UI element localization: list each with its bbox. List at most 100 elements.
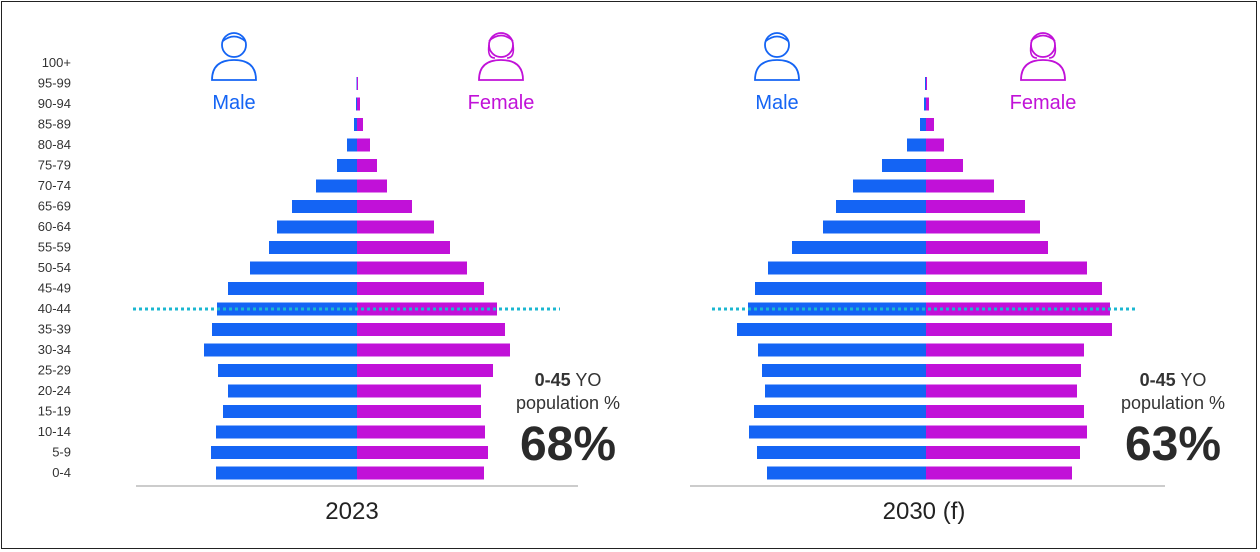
female-bar — [926, 323, 1112, 336]
female-bar — [357, 159, 377, 172]
male-bar — [925, 77, 926, 90]
age-tick-label: 75-79 — [38, 158, 71, 173]
female-bar — [357, 343, 510, 357]
male-bar — [853, 179, 926, 193]
icon-body — [754, 59, 800, 81]
male-bar — [218, 364, 357, 377]
age-tick-label: 10-14 — [38, 424, 71, 439]
panel-year-title: 2030 (f) — [883, 498, 966, 525]
female-bar — [357, 179, 387, 193]
age-tick-label: 100+ — [42, 55, 71, 70]
icon-body — [478, 59, 524, 81]
male-bar — [250, 261, 357, 275]
male-bar — [347, 138, 357, 152]
female-bar — [926, 77, 927, 90]
age-tick-label: 20-24 — [38, 383, 71, 398]
age-tick-label: 95-99 — [38, 76, 71, 91]
male-bar — [754, 405, 926, 418]
female-bar — [926, 343, 1084, 357]
legend-female-label: Female — [1010, 92, 1077, 114]
age-tick-label: 65-69 — [38, 199, 71, 214]
female-bar — [357, 220, 434, 234]
female-bar — [926, 138, 944, 152]
male-bar — [762, 364, 926, 377]
icon-hair — [765, 35, 789, 42]
icon-hair — [1029, 34, 1057, 59]
age-tick-label: 5-9 — [52, 445, 71, 460]
male-bar — [768, 261, 926, 275]
female-bar — [926, 159, 963, 172]
male-bar — [749, 425, 926, 439]
age-tick-label: 90-94 — [38, 96, 71, 111]
male-bar — [924, 97, 926, 111]
male-person-icon — [754, 32, 800, 81]
male-bar — [823, 220, 926, 234]
stat-caption-line2: population % — [516, 393, 620, 413]
male-bar — [228, 282, 357, 295]
female-bar — [357, 241, 450, 254]
female-bar — [926, 425, 1087, 439]
male-bar — [767, 466, 926, 480]
age-tick-label: 50-54 — [38, 260, 71, 275]
icon-head — [221, 32, 247, 58]
male-bar — [748, 302, 926, 316]
icon-body — [1020, 59, 1066, 81]
female-bar — [357, 405, 481, 418]
male-bar — [316, 179, 357, 193]
female-bar — [926, 241, 1048, 254]
female-bar — [357, 261, 467, 275]
male-bar — [223, 405, 357, 418]
age-tick-label: 0-4 — [52, 465, 71, 480]
male-bar — [920, 118, 926, 131]
male-bar — [212, 323, 357, 336]
age-tick-label: 80-84 — [38, 137, 71, 152]
female-bar — [357, 446, 488, 459]
female-bar — [926, 282, 1102, 295]
female-person-icon — [1020, 32, 1066, 81]
icon-head — [1030, 32, 1056, 58]
female-bar — [357, 97, 360, 111]
female-bar — [926, 179, 994, 193]
legend-male-label: Male — [212, 92, 255, 114]
male-bar — [216, 425, 357, 439]
stat-caption-line2: population % — [1121, 393, 1225, 413]
male-bar — [792, 241, 926, 254]
stat-value: 63% — [1125, 418, 1221, 471]
male-bar — [217, 302, 357, 316]
stat-caption-line1: 0-45 YO — [1140, 370, 1207, 390]
icon-body — [211, 59, 257, 81]
male-bar — [737, 323, 926, 336]
age-tick-label: 25-29 — [38, 363, 71, 378]
male-bar — [354, 118, 357, 131]
female-bar — [926, 220, 1040, 234]
male-bar — [907, 138, 926, 152]
male-bar — [755, 282, 926, 295]
female-bar — [357, 466, 484, 480]
female-bar — [926, 405, 1084, 418]
male-bar — [356, 77, 357, 90]
age-tick-label: 85-89 — [38, 117, 71, 132]
stat-caption-bold: 0-45 — [535, 370, 571, 390]
female-bar — [926, 466, 1072, 480]
male-bar — [758, 343, 926, 357]
female-bar — [926, 97, 929, 111]
stat-caption-line1: 0-45 YO — [535, 370, 602, 390]
female-bar — [926, 364, 1081, 377]
icon-head — [764, 32, 790, 58]
female-bar — [357, 425, 485, 439]
male-bar — [277, 220, 357, 234]
male-bar — [765, 384, 926, 398]
age-tick-label: 30-34 — [38, 342, 71, 357]
age-tick-label: 45-49 — [38, 281, 71, 296]
male-bar — [337, 159, 357, 172]
female-bar — [357, 323, 505, 336]
age-tick-label: 40-44 — [38, 301, 71, 316]
male-bar — [356, 97, 357, 111]
panel-year-title: 2023 — [325, 498, 378, 525]
age-tick-label: 55-59 — [38, 240, 71, 255]
female-bar — [357, 118, 363, 131]
female-bar — [926, 118, 934, 131]
female-bar — [926, 261, 1087, 275]
age-tick-label: 35-39 — [38, 322, 71, 337]
